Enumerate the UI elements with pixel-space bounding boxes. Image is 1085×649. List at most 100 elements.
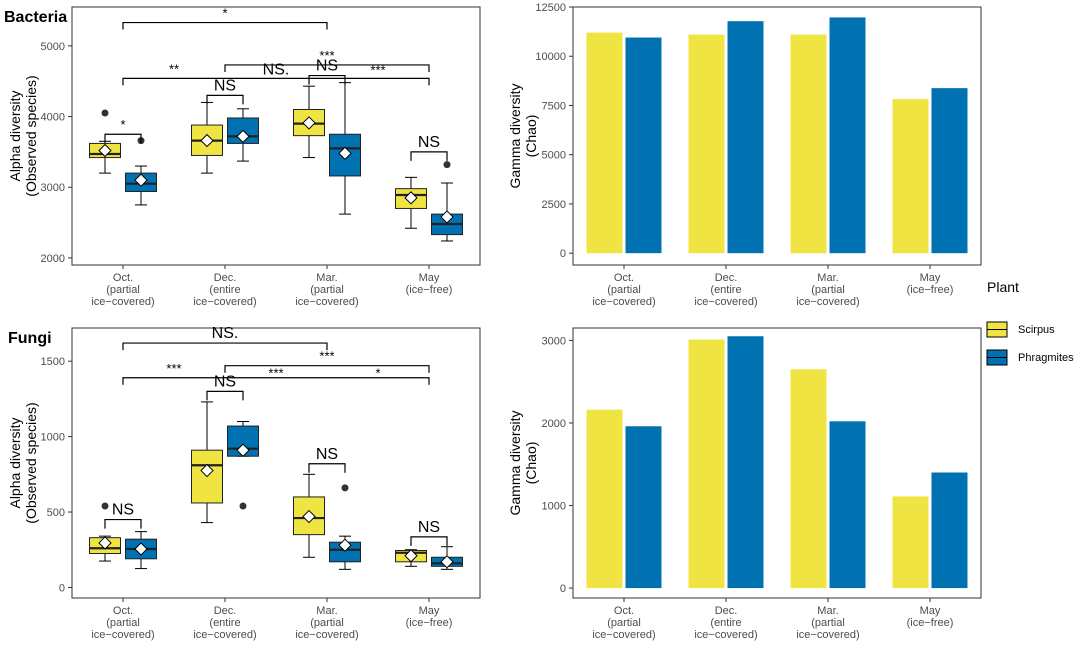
significance-label: ** — [169, 61, 179, 76]
significance-bracket — [224, 365, 430, 373]
y-tick-label: 5000 — [542, 150, 566, 162]
x-tick-label: Mar. (partial ice−covered) — [295, 272, 358, 308]
bar-phragmites — [931, 88, 968, 254]
y-tick-label: 7500 — [542, 100, 566, 112]
y-tick-label: 2000 — [41, 253, 65, 265]
y-tick-label: 1000 — [542, 501, 566, 513]
bar-phragmites — [931, 472, 968, 589]
significance-label: NS — [112, 502, 134, 519]
box-mean-diamond — [134, 542, 148, 556]
x-tick-label: Oct. (partial ice−covered) — [91, 272, 154, 308]
y-tick-label: 2000 — [542, 418, 566, 430]
y-tick-label: 3000 — [41, 182, 65, 194]
panel-title: Bacteria — [4, 9, 67, 26]
significance-label: NS. — [263, 62, 290, 79]
y-axis-label: Alpha diversity(Observed species) — [7, 402, 39, 523]
box-mean-diamond — [440, 555, 454, 569]
significance-label: NS — [316, 446, 338, 463]
box-mean-diamond — [236, 443, 250, 457]
y-tick-label: 1500 — [41, 356, 65, 368]
significance-bracket — [122, 377, 430, 385]
significance-label: * — [375, 365, 380, 380]
x-tick-label: May (ice−free) — [907, 272, 954, 296]
fungi-alpha-panel: 0 500 1000 1500 Oct. (partial ice−covered) Dec.… — [7, 325, 481, 641]
bar-scirpus — [790, 369, 827, 589]
x-tick-label: Dec. (entire ice−covered) — [694, 605, 757, 641]
panel-border — [572, 6, 982, 266]
box-outlier — [101, 502, 109, 510]
x-tick-label: May (ice−free) — [406, 605, 453, 629]
significance-bracket — [122, 342, 328, 351]
significance-bracket — [224, 64, 430, 72]
x-tick-label: Mar. (partial ice−covered) — [796, 605, 859, 641]
legend-label-scirpus: Scirpus — [1018, 324, 1055, 336]
significance-bracket — [122, 21, 328, 30]
box-mean-diamond — [98, 536, 112, 550]
significance-bracket — [122, 77, 430, 86]
panel-border — [71, 6, 481, 266]
x-tick-label: May (ice−free) — [406, 272, 453, 296]
significance-label: NS — [418, 134, 440, 151]
x-tick-label: May (ice−free) — [907, 605, 954, 629]
bar-scirpus — [688, 339, 725, 589]
panel-border — [572, 327, 982, 599]
significance-label: * — [222, 6, 227, 21]
x-tick-label: Oct. (partial ice−covered) — [592, 272, 655, 308]
significance-label: NS — [214, 77, 236, 94]
box-outlier — [443, 161, 451, 169]
y-tick-label: 10000 — [535, 51, 566, 63]
bar-scirpus — [892, 98, 929, 254]
significance-bracket — [104, 133, 142, 144]
significance-bracket — [410, 151, 448, 161]
box-mean-diamond — [302, 116, 316, 130]
significance-label: * — [120, 117, 125, 132]
significance-label: NS — [418, 519, 440, 536]
box-mean-diamond — [134, 173, 148, 187]
bar-phragmites — [727, 21, 764, 254]
bacteria-alpha-panel: 2000 3000 4000 5000 Oct. (partial ice−covered)… — [4, 6, 481, 308]
box-mean-diamond — [440, 210, 454, 224]
significance-label: *** — [319, 349, 334, 364]
bar-phragmites — [829, 421, 866, 589]
x-tick-label: Dec. (entire ice−covered) — [193, 605, 256, 641]
box-mean-diamond — [338, 538, 352, 552]
bar-scirpus — [586, 409, 623, 589]
significance-label: NS — [214, 373, 236, 390]
bar-scirpus — [688, 34, 725, 254]
box-mean-diamond — [302, 509, 316, 524]
significance-bracket — [308, 463, 346, 473]
y-tick-label: 0 — [59, 582, 65, 594]
significance-bracket — [206, 390, 244, 401]
y-tick-label: 500 — [47, 507, 65, 519]
significance-label: *** — [166, 361, 181, 376]
bar-phragmites — [829, 17, 866, 254]
significance-label: *** — [370, 63, 385, 78]
bar-scirpus — [790, 34, 827, 254]
y-tick-label: 5000 — [41, 41, 65, 53]
box-mean-diamond — [236, 129, 250, 144]
significance-label: NS — [316, 58, 338, 75]
significance-bracket — [410, 536, 448, 546]
x-tick-label: Mar. (partial ice−covered) — [295, 605, 358, 641]
y-tick-label: 2500 — [542, 199, 566, 211]
y-tick-label: 3000 — [542, 335, 566, 347]
box-mean-diamond — [200, 133, 214, 148]
y-tick-label: 12500 — [535, 2, 566, 14]
box-outlier — [101, 109, 109, 117]
legend: Plant Scirpus Phragmites — [986, 279, 1074, 366]
x-tick-label: Mar. (partial ice−covered) — [796, 272, 859, 308]
bar-phragmites — [625, 426, 662, 589]
x-tick-label: Oct. (partial ice−covered) — [592, 605, 655, 641]
box-mean-diamond — [98, 143, 112, 158]
x-tick-label: Dec. (entire ice−covered) — [193, 272, 256, 308]
panel-title: Fungi — [8, 330, 52, 347]
y-tick-label: 0 — [560, 583, 566, 595]
significance-bracket — [206, 94, 244, 105]
y-axis-label: Gamma diversity(Chao) — [507, 83, 539, 188]
y-axis-label: Gamma diversity(Chao) — [507, 410, 539, 515]
bar-phragmites — [727, 336, 764, 589]
significance-label: NS. — [212, 325, 239, 342]
box-outlier — [341, 484, 349, 492]
bar-scirpus — [892, 496, 929, 589]
